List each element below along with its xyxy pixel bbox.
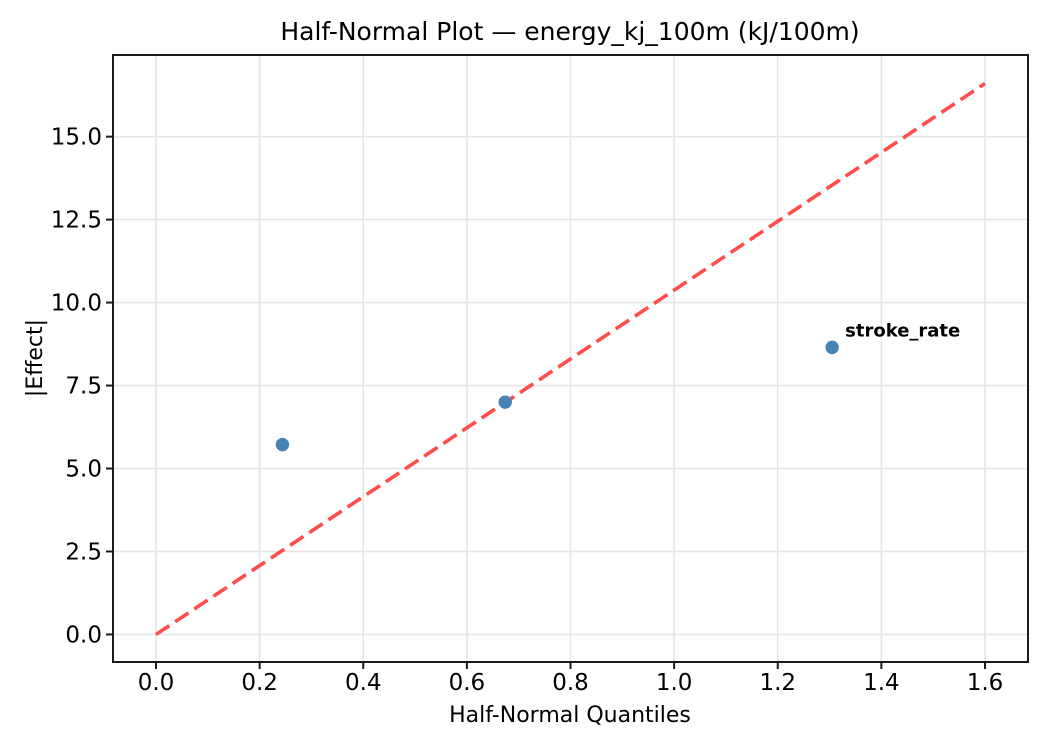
y-tick-label: 7.5: [65, 374, 102, 400]
x-tick-label: 0.0: [138, 670, 175, 696]
x-axis-label: Half-Normal Quantiles: [449, 703, 691, 728]
reference-line: [155, 82, 986, 636]
chart-title: Half-Normal Plot — energy_kj_100m (kJ/10…: [280, 17, 859, 46]
axis-layer: 0.0 0.2 0.4 0.6 0.8 1.0 1.2 1.4 1.6 0.0 2.5 5.0 7.5 1…: [51, 54, 1029, 696]
x-tick-label: 0.8: [552, 670, 589, 696]
x-tick-label: 1.2: [759, 670, 796, 696]
y-tick-label: 2.5: [65, 539, 102, 565]
y-tick-label: 12.5: [51, 208, 102, 234]
y-tick-label: 10.0: [51, 291, 102, 317]
x-tick-label: 1.4: [863, 670, 900, 696]
x-tick-label: 1.0: [656, 670, 693, 696]
data-point: [825, 340, 839, 355]
y-tick-label: 5.0: [65, 457, 102, 483]
x-tick-label: 1.6: [967, 670, 1004, 696]
data-layer: stroke_rate: [155, 82, 986, 636]
x-tick-label: 0.6: [449, 670, 486, 696]
point-annotation: stroke_rate: [845, 320, 960, 341]
x-tick-label: 0.2: [241, 670, 278, 696]
x-tick-label: 0.4: [345, 670, 382, 696]
data-point: [275, 437, 290, 452]
data-point: [498, 395, 512, 409]
y-tick-label: 0.0: [65, 622, 102, 648]
y-axis-label: |Effect|: [23, 319, 48, 397]
y-tick-label: 15.0: [51, 125, 102, 151]
